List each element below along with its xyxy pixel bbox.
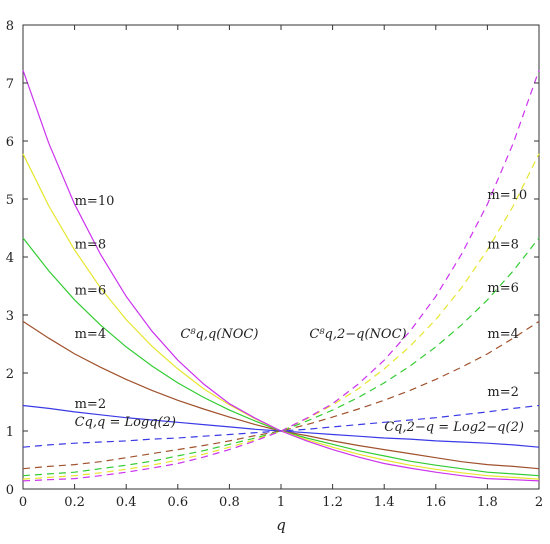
annotation-label: m=8 <box>75 237 107 252</box>
y-tick-label: 7 <box>6 77 14 92</box>
annotation-label: m=6 <box>487 281 519 296</box>
y-tick-label: 0 <box>6 483 14 498</box>
x-tick-label: 1.6 <box>425 495 446 510</box>
x-tick-label: 0.8 <box>219 495 240 510</box>
annotation-label: Cq,2−q = Log2−q(2) <box>384 420 524 435</box>
annotation-label: C⁸q,2−q(NOC) <box>309 327 406 342</box>
annotation-layer: m=10 m=8 m=6 m=4 m=2 m=10 m=8 m=6 m=4 m=2 C⁸q,q(NO… <box>75 188 528 435</box>
annotation-label: m=10 <box>487 188 527 203</box>
y-tick-label: 5 <box>6 193 14 208</box>
annotation-label: m=8 <box>487 237 519 252</box>
x-tick-label: 1 <box>277 495 285 510</box>
annotation-label: m=4 <box>75 327 107 342</box>
annotation-label: m=2 <box>75 397 107 412</box>
x-tick-label: 1.4 <box>374 495 395 510</box>
y-tick-label: 1 <box>6 425 14 440</box>
annotation-label: m=6 <box>75 284 107 299</box>
x-tick-label: 2 <box>535 495 543 510</box>
series-layer <box>22 70 540 482</box>
y-tick-label: 8 <box>6 19 14 34</box>
annotation-label: C⁸q,q(NOC) <box>180 327 258 342</box>
x-tick-label: 1.8 <box>477 495 498 510</box>
x-tick-label: 0.4 <box>116 495 137 510</box>
y-tick-label: 2 <box>6 367 14 382</box>
series-line-dashed-m-10 <box>22 70 540 482</box>
x-tick-label: 0.2 <box>64 495 85 510</box>
tick-layer: 0 0.2 0.4 0.6 0.8 1 1.2 1.4 1.6 1.8 2 0 1 2 3 4 5 6 7 8 <box>6 19 543 510</box>
y-tick-label: 3 <box>6 309 14 324</box>
x-tick-label: 0.6 <box>167 495 188 510</box>
annotation-label: m=2 <box>487 385 519 400</box>
series-line-dashed-m-6 <box>22 237 540 477</box>
series-line-dashed-m-4 <box>22 320 540 470</box>
y-tick-label: 6 <box>6 135 14 150</box>
plot-background <box>22 24 540 490</box>
y-tick-label: 4 <box>6 251 14 266</box>
x-tick-label: 1.2 <box>322 495 343 510</box>
series-line-dashed-m-8 <box>22 153 540 480</box>
x-tick-label: 0 <box>19 495 27 510</box>
x-axis-title: q <box>276 516 286 534</box>
annotation-label: m=4 <box>487 327 519 342</box>
annotation-label: Cq,q = Logq(2) <box>75 415 176 430</box>
annotation-label: m=10 <box>75 194 115 209</box>
